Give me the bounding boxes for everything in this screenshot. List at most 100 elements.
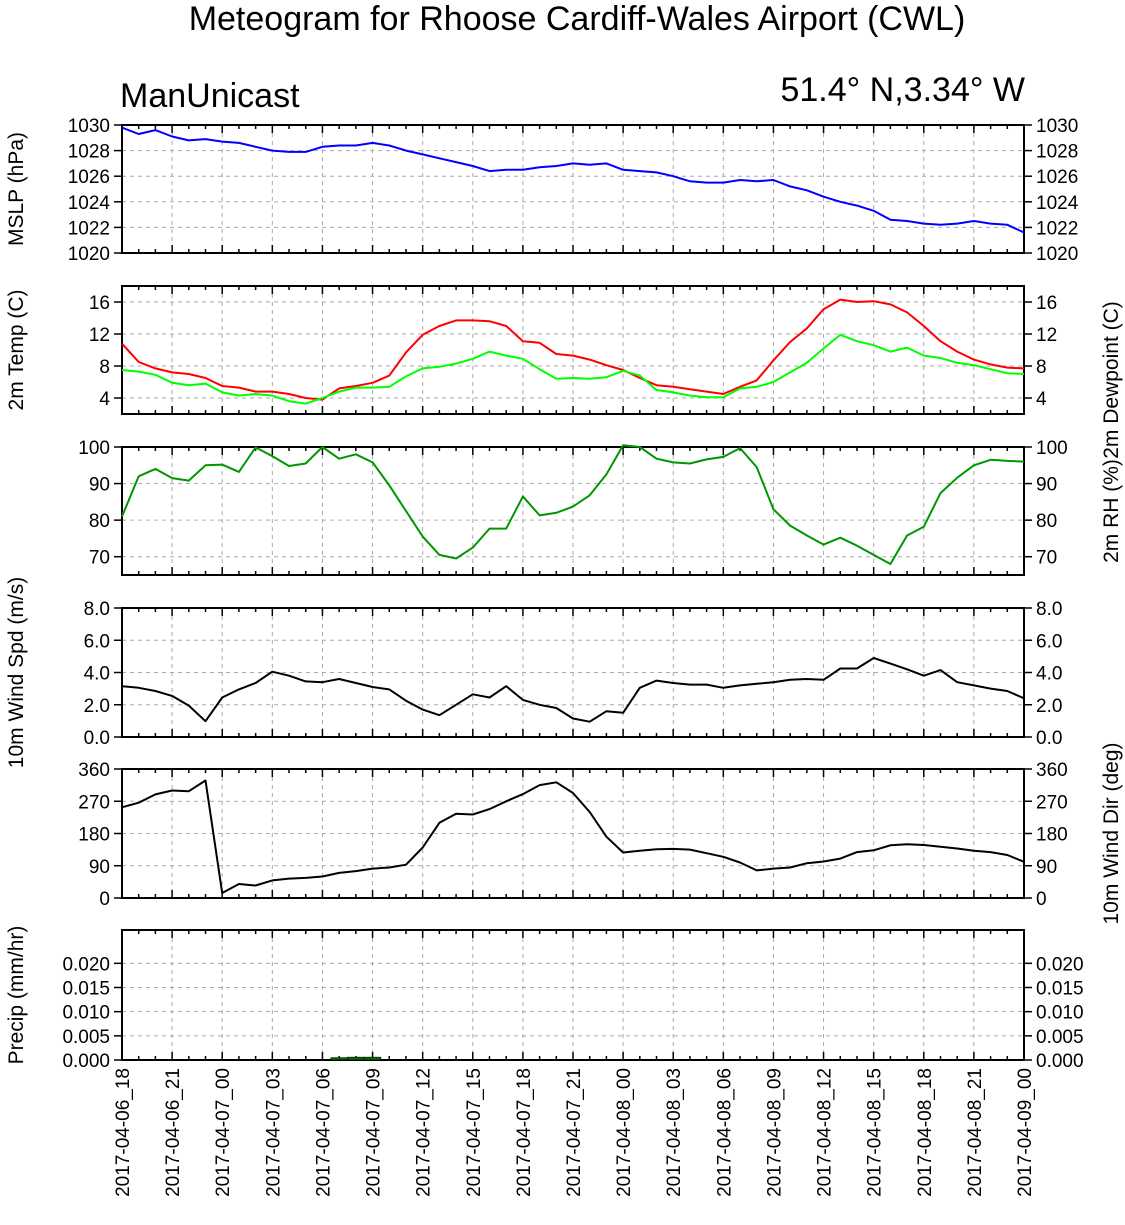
y-tick-label: 6.0 [84,631,110,652]
x-tick-label: 2017-04-08_03 [664,1068,685,1197]
time-axis: 2017-04-06_18 2017-04-06_21 2017-04-07_00 2… [113,1068,1036,1197]
x-tick-label: 2017-04-09_00 [1015,1068,1036,1197]
series-line-temp [121,298,1025,401]
gridlines [121,930,1025,1061]
y-tick-label: 1030 [1036,116,1078,137]
y-tick-label: 8.0 [84,599,110,620]
y-tick-label: 1024 [68,193,111,214]
panel-5: 0 0 90 90 180 180 270 270 360 360 10m Wind Dir (de… [78,742,1123,924]
y-tick-label: 0.015 [1036,979,1084,1000]
series-line-dewpoint [121,333,1025,405]
y-tick-label: 1024 [1036,193,1079,214]
y-tick-label: 0 [99,889,110,910]
figure-title: Meteogram for Rhoose Cardiff-Wales Airpo… [189,0,966,38]
y-tick-label: 4 [1036,389,1047,410]
y-tick-label: 6.0 [1036,631,1062,652]
y-tick-label: 0.005 [1036,1027,1084,1048]
y-tick-label: 70 [89,548,110,569]
location-label: 51.4° N,3.34° W [780,71,1025,109]
x-tick-label: 2017-04-07_03 [263,1068,284,1197]
y-tick-label: 0.005 [62,1027,110,1048]
y-axis-title-left: 10m Wind Spd (m/s) [5,577,28,768]
y-tick-label: 12 [1036,325,1057,346]
model-label: ManUnicast [120,77,300,115]
x-tick-label: 2017-04-08_15 [865,1068,886,1197]
series-line-wind_dir [121,779,1025,894]
y-tick-label: 1028 [1036,142,1078,163]
y-tick-label: 100 [78,438,110,459]
y-tick-label: 0.0 [1036,728,1062,749]
y-tick-label: 2.0 [1036,696,1062,717]
y-tick-label: 0.020 [1036,954,1084,975]
y-axis-title-left: MSLP (hPa) [5,132,28,246]
panel-4: 0.0 0.0 2.0 2.0 4.0 4.0 6.0 6.0 8.0 8.0 10m Wind S… [5,577,1062,768]
x-tick-label: 2017-04-07_00 [213,1068,234,1197]
gridlines [121,124,1025,254]
y-tick-label: 4 [99,389,110,410]
y-tick-label: 360 [78,760,110,781]
precip-bar [330,1057,348,1061]
series-precip [330,1056,382,1061]
y-tick-label: 80 [89,511,110,532]
y-tick-label: 90 [1036,857,1057,878]
panel-1: 1020 1020 1022 1022 1024 1024 1026 1026 1028 1028… [5,116,1079,265]
x-tick-label: 2017-04-07_12 [414,1068,435,1197]
y-tick-label: 1030 [68,116,110,137]
y-axis-title-right: 10m Wind Dir (deg) [1100,742,1123,924]
x-tick-label: 2017-04-08_12 [815,1068,836,1197]
x-tick-label: 2017-04-07_21 [564,1068,585,1197]
x-tick-label: 2017-04-08_09 [764,1068,785,1197]
y-tick-label: 90 [89,475,110,496]
y-tick-label: 1022 [68,218,110,239]
panel-6: 0.000 0.000 0.005 0.005 0.010 0.010 0.015 0.015… [5,926,1084,1072]
series-line-rh [121,444,1025,565]
panel-3: 70 70 80 80 90 90 100 100 2m RH (%) [78,438,1123,576]
x-tick-label: 2017-04-06_21 [163,1068,184,1197]
x-tick-label: 2017-04-08_21 [965,1068,986,1197]
y-tick-label: 0.010 [62,1003,110,1024]
x-tick-label: 2017-04-08_18 [915,1068,936,1197]
y-tick-label: 1020 [68,244,110,265]
panel-2: 4 4 8 8 12 12 16 16 2m Temp (C) 2m Dewpoint (C) [5,285,1123,459]
y-tick-label: 4.0 [1036,664,1062,685]
x-tick-label: 2017-04-08_06 [714,1068,735,1197]
gridlines [121,768,1025,899]
y-tick-label: 8 [1036,357,1047,378]
gridlines [121,446,1025,575]
y-tick-label: 12 [89,325,110,346]
series-line-mslp [121,126,1025,234]
y-tick-label: 0.000 [62,1051,110,1072]
y-tick-label: 100 [1036,438,1068,459]
y-tick-label: 1022 [1036,218,1078,239]
y-tick-label: 8.0 [1036,599,1062,620]
y-tick-label: 180 [1036,825,1068,846]
y-tick-label: 180 [78,825,110,846]
precip-bar [347,1056,365,1061]
y-tick-label: 0.000 [1036,1051,1084,1072]
x-tick-label: 2017-04-06_18 [113,1068,134,1197]
y-tick-label: 80 [1036,511,1057,532]
y-tick-label: 270 [78,792,110,813]
y-tick-label: 4.0 [84,664,110,685]
y-tick-label: 0.010 [1036,1003,1084,1024]
y-tick-label: 16 [1036,293,1057,314]
x-tick-label: 2017-04-07_06 [313,1068,334,1197]
y-tick-label: 1028 [68,142,110,163]
y-tick-label: 360 [1036,760,1068,781]
y-tick-label: 1026 [1036,167,1078,188]
y-tick-label: 16 [89,293,110,314]
y-axis-title-left: 2m Temp (C) [5,290,28,411]
x-tick-label: 2017-04-07_15 [464,1068,485,1197]
precip-bar [363,1056,382,1061]
y-tick-label: 0 [1036,889,1047,910]
x-tick-label: 2017-04-08_00 [614,1068,635,1197]
y-tick-label: 0.0 [84,728,110,749]
x-tick-label: 2017-04-07_18 [514,1068,535,1197]
y-tick-label: 0.015 [62,979,110,1000]
y-tick-label: 1020 [1036,244,1078,265]
x-tick-label: 2017-04-07_09 [364,1068,385,1197]
y-tick-label: 90 [89,857,110,878]
y-tick-label: 2.0 [84,696,110,717]
y-axis-title-right: 2m RH (%) [1100,459,1123,563]
